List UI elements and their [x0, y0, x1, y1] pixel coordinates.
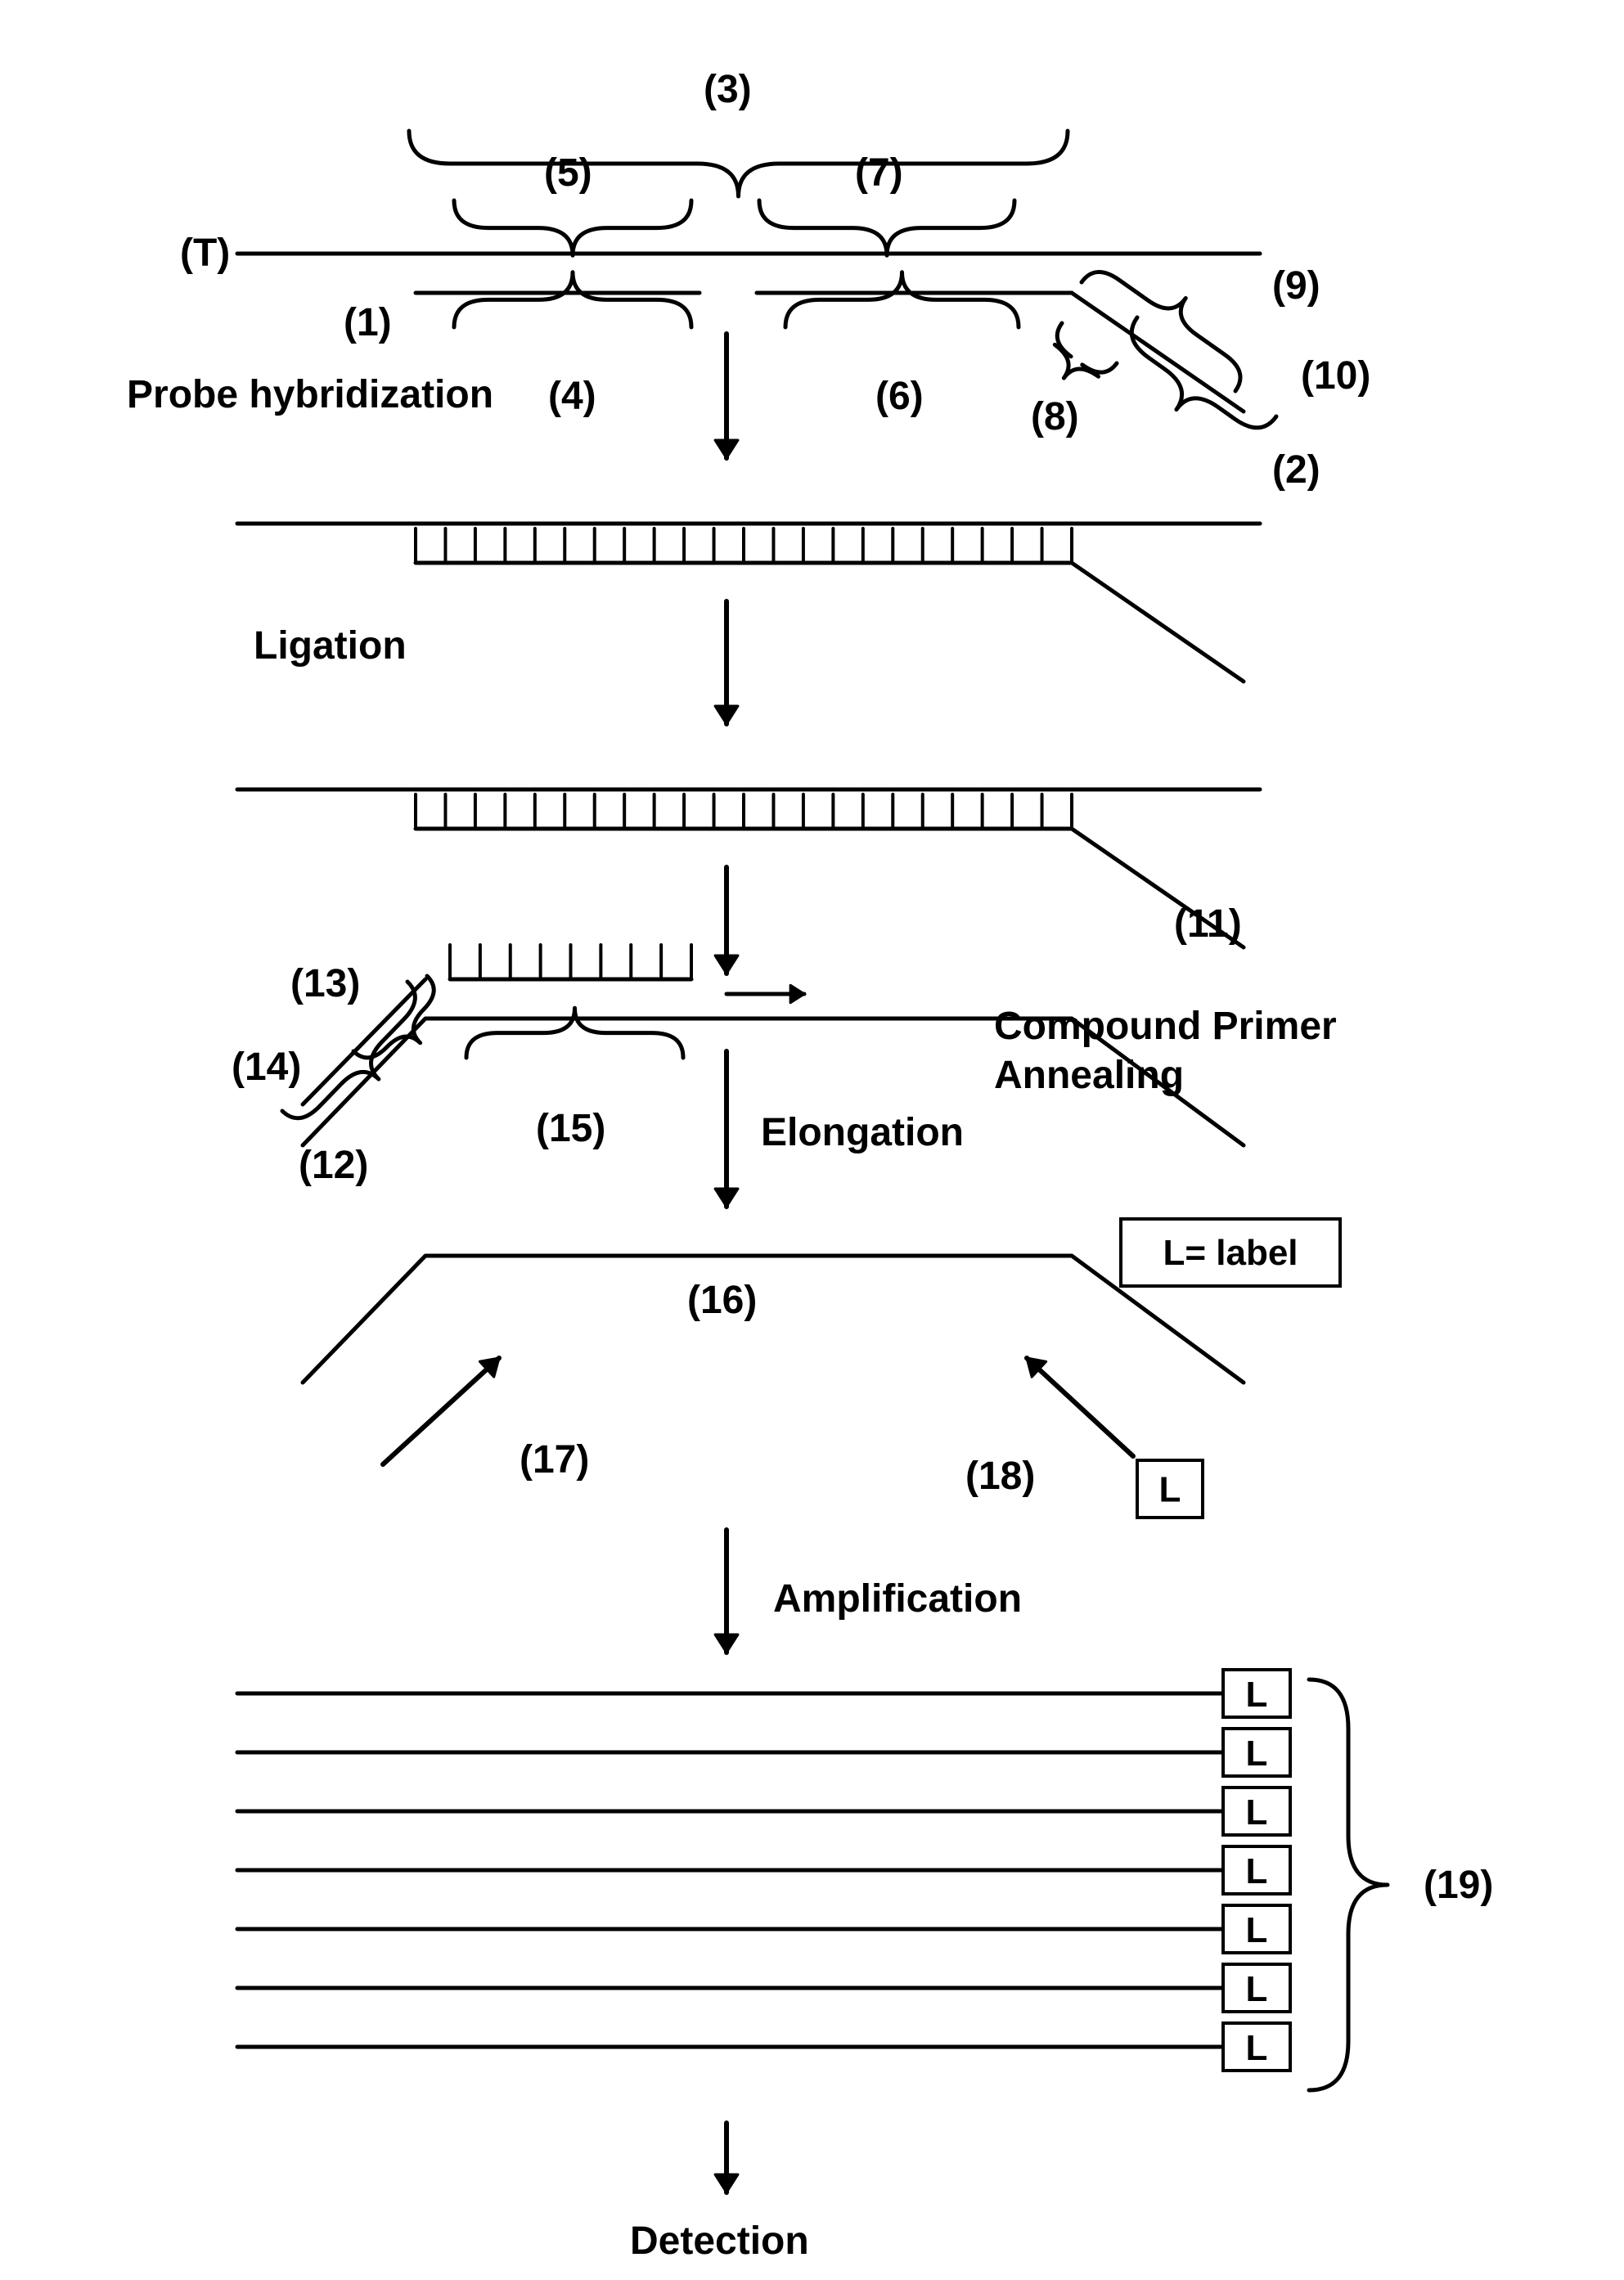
svg-text:L: L [1246, 1851, 1268, 1891]
svg-text:(8): (8) [1031, 395, 1079, 438]
svg-text:L: L [1246, 2028, 1268, 2068]
svg-text:Elongation: Elongation [761, 1111, 964, 1154]
svg-text:(14): (14) [232, 1046, 301, 1089]
svg-text:(2): (2) [1272, 448, 1320, 492]
svg-text:(18): (18) [965, 1455, 1035, 1498]
svg-text:(9): (9) [1272, 264, 1320, 308]
svg-text:L: L [1246, 1734, 1268, 1774]
svg-text:(15): (15) [536, 1107, 605, 1150]
svg-text:L: L [1246, 1675, 1268, 1715]
svg-text:Ligation: Ligation [254, 624, 407, 668]
svg-text:(11): (11) [1174, 902, 1242, 946]
svg-text:Annealing: Annealing [994, 1054, 1184, 1097]
svg-text:(19): (19) [1424, 1864, 1493, 1907]
svg-text:L: L [1159, 1469, 1181, 1509]
svg-text:(1): (1) [344, 301, 392, 344]
svg-text:L: L [1246, 1910, 1268, 1950]
svg-text:(12): (12) [299, 1144, 368, 1187]
svg-text:(10): (10) [1301, 354, 1370, 398]
svg-text:L= label: L= label [1163, 1233, 1298, 1273]
svg-text:(3): (3) [704, 68, 752, 111]
svg-text:(6): (6) [875, 375, 924, 418]
svg-text:L: L [1246, 1792, 1268, 1833]
diagram-svg: LL= labelLLLLLLL(T)(3)(5)(7)(9)(1)(4)(6)… [0, 0, 1624, 2280]
svg-text:L: L [1246, 1969, 1268, 2009]
svg-text:(16): (16) [687, 1279, 757, 1322]
svg-text:Compound Primer: Compound Primer [994, 1005, 1337, 1048]
svg-text:(7): (7) [855, 151, 903, 195]
svg-text:Detection: Detection [630, 2219, 809, 2263]
svg-text:(17): (17) [520, 1438, 589, 1482]
svg-text:(5): (5) [544, 151, 592, 195]
svg-text:(13): (13) [290, 962, 360, 1005]
svg-text:(4): (4) [548, 375, 596, 418]
svg-text:Probe hybridization: Probe hybridization [127, 373, 493, 416]
svg-text:(T): (T) [180, 232, 230, 275]
svg-text:Amplification: Amplification [773, 1577, 1022, 1621]
